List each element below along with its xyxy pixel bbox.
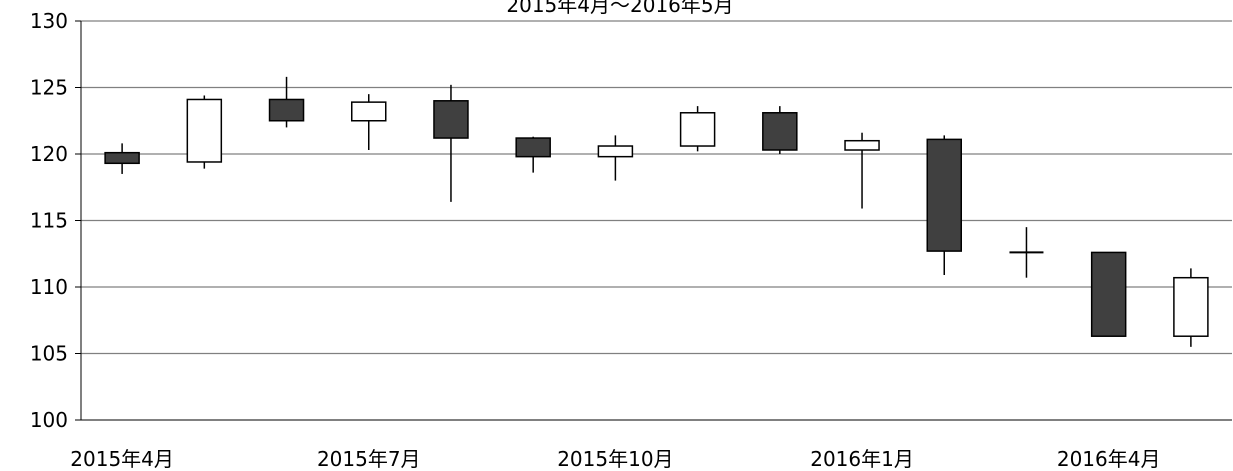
x-tick-label-6: 2015年10月 [557,447,673,471]
candle-10 [926,135,962,276]
candle-4 [433,84,469,202]
candle-5 [515,136,551,173]
candles-layer [104,76,1209,347]
y-tick-label-105: 105 [30,342,68,366]
candle-body-5 [515,137,551,158]
candle-12 [1090,251,1127,337]
y-tick-labels: 100 105 110 115 120 125 130 [30,9,68,432]
candle-body-3 [351,101,387,122]
y-tick-label-130: 130 [30,9,68,33]
y-tick-label-125: 125 [30,76,68,100]
candle-body-7 [679,112,716,147]
candle-body-0 [104,151,140,165]
y-tick-label-115: 115 [30,209,68,233]
x-tick-label-12: 2016年4月 [1057,447,1161,471]
candle-body-2 [268,98,305,122]
candle-body-4 [433,100,469,139]
candle-body-13 [1173,276,1209,337]
candle-8 [762,106,798,154]
candle-0 [104,143,140,174]
candle-body-8 [762,112,798,151]
x-tick-label-3: 2015年7月 [317,447,421,471]
candle-body-6 [597,145,634,158]
y-tick-label-120: 120 [30,142,68,166]
candle-body-1 [186,98,223,163]
x-tick-label-9: 2016年1月 [810,447,914,471]
candle-13 [1173,268,1209,347]
y-tick-label-110: 110 [30,275,68,299]
candle-body-10 [926,138,962,252]
candle-11 [1009,227,1044,278]
candle-6 [597,135,634,181]
chart-title: 2015年4月～2016年5月 [506,0,733,17]
candle-1 [186,95,223,169]
x-tick-label-0: 2015年4月 [70,447,174,471]
candle-2 [268,76,305,128]
grid-layer [81,20,1232,355]
candle-7 [679,106,716,152]
y-tick-label-100: 100 [30,408,68,432]
axis-layer [75,20,1232,421]
candle-9 [844,132,880,209]
candle-body-9 [844,139,880,151]
candle-3 [351,94,387,151]
candle-body-12 [1090,251,1127,337]
x-tick-labels: 2015年4月 2015年7月 2015年10月 2016年1月 2016年4月 [70,447,1160,471]
